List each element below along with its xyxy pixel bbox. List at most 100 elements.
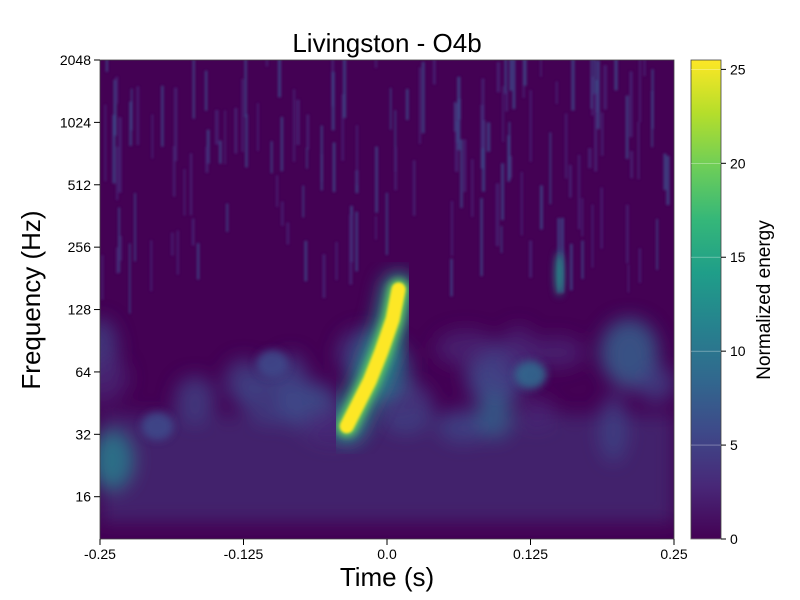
energy-streak [486,122,491,152]
energy-streak [481,78,485,149]
energy-streak [638,248,641,283]
energy-streak [136,86,140,146]
chart-title: Livingston - O4b [292,28,481,58]
energy-blob [174,376,216,423]
energy-streak [405,88,409,121]
low-frequency-energy [100,317,674,523]
feature-point [555,251,564,296]
energy-streak [128,243,131,314]
energy-streak [480,198,483,277]
energy-streak [569,243,573,291]
colorbar-tick-label: 25 [730,61,746,77]
energy-streak [171,232,174,256]
energy-streak [265,60,268,67]
energy-streak [270,141,273,174]
energy-streak [643,60,646,77]
energy-blob [224,358,265,405]
energy-streak [172,146,176,197]
colorbar-bar [690,59,722,540]
y-tick-label: 512 [68,177,92,193]
energy-streak [588,147,592,169]
energy-streak [577,154,581,230]
energy-streak [183,168,186,216]
energy-streak [130,88,133,131]
edge-blob [100,430,134,491]
energy-streak [280,116,284,172]
energy-streak [331,71,335,131]
energy-blob [599,394,628,463]
plot-area [100,60,674,539]
energy-streak [389,87,392,130]
chirp-core [339,282,406,434]
energy-streak [571,60,575,111]
energy-streak [374,60,378,68]
colorbar-tick-label: 0 [730,531,738,547]
energy-streak [206,129,210,164]
energy-streak [540,60,542,77]
energy-streak [627,264,630,293]
chirp-point [376,346,387,357]
energy-streak [560,217,564,293]
energy-streak [421,61,425,134]
energy-streak [418,67,421,144]
chirp-point [393,284,404,295]
energy-streak [626,204,629,264]
energy-streak [495,183,499,247]
energy-streak [151,114,154,159]
energy-streak [341,94,344,161]
energy-streak [277,60,282,98]
energy-streak [520,171,523,236]
y-tick-label: 64 [75,364,91,380]
energy-streak [320,125,323,191]
energy-blob [518,396,556,429]
colorbar-ticks: 0 5 10 15 20 25 [691,61,746,547]
energy-streak [101,255,104,300]
heatmap-features [141,251,564,441]
energy-streak [509,60,513,91]
energy-streak [215,109,219,145]
energy-streak [375,216,377,240]
energy-streak [555,81,558,104]
energy-streak [304,240,308,282]
energy-streak [189,153,193,216]
chirp-point [387,314,398,325]
energy-streak [593,60,596,95]
y-tick-label: 2048 [60,52,91,68]
energy-streak [412,160,416,216]
energy-streak [205,146,209,173]
energy-streak [150,240,153,292]
energy-streak [394,147,397,191]
y-tick-label: 128 [68,302,92,318]
energy-streak [496,62,501,93]
chirp-point [341,421,352,432]
energy-streak [471,159,474,217]
energy-streak [118,207,121,273]
feature-point [256,349,289,378]
energy-streak [629,71,633,138]
feature-point [514,360,547,389]
chirp-track [329,272,416,444]
energy-streak [355,211,358,272]
y-tick-label: 1024 [60,114,91,130]
energy-streak [614,60,618,91]
energy-streak [603,65,607,110]
energy-streak [118,117,122,193]
energy-streak [450,258,453,297]
energy-streak [565,113,568,179]
x-axis-ticks: -0.25 -0.125 0.0 0.125 0.25 [84,539,688,562]
feature-group [141,251,564,441]
energy-streak [529,240,533,278]
energy-streak [129,101,133,146]
energy-streak [356,125,358,185]
energy-streak [523,60,527,86]
energy-blob [100,353,129,404]
energy-streak [581,198,584,237]
energy-streak [335,241,338,281]
energy-streak [306,114,310,150]
energy-streak [332,142,336,193]
energy-streak [385,192,388,255]
chirp-point [364,375,375,386]
x-tick-label: 0.125 [513,546,548,562]
y-tick-label: 32 [75,426,91,442]
